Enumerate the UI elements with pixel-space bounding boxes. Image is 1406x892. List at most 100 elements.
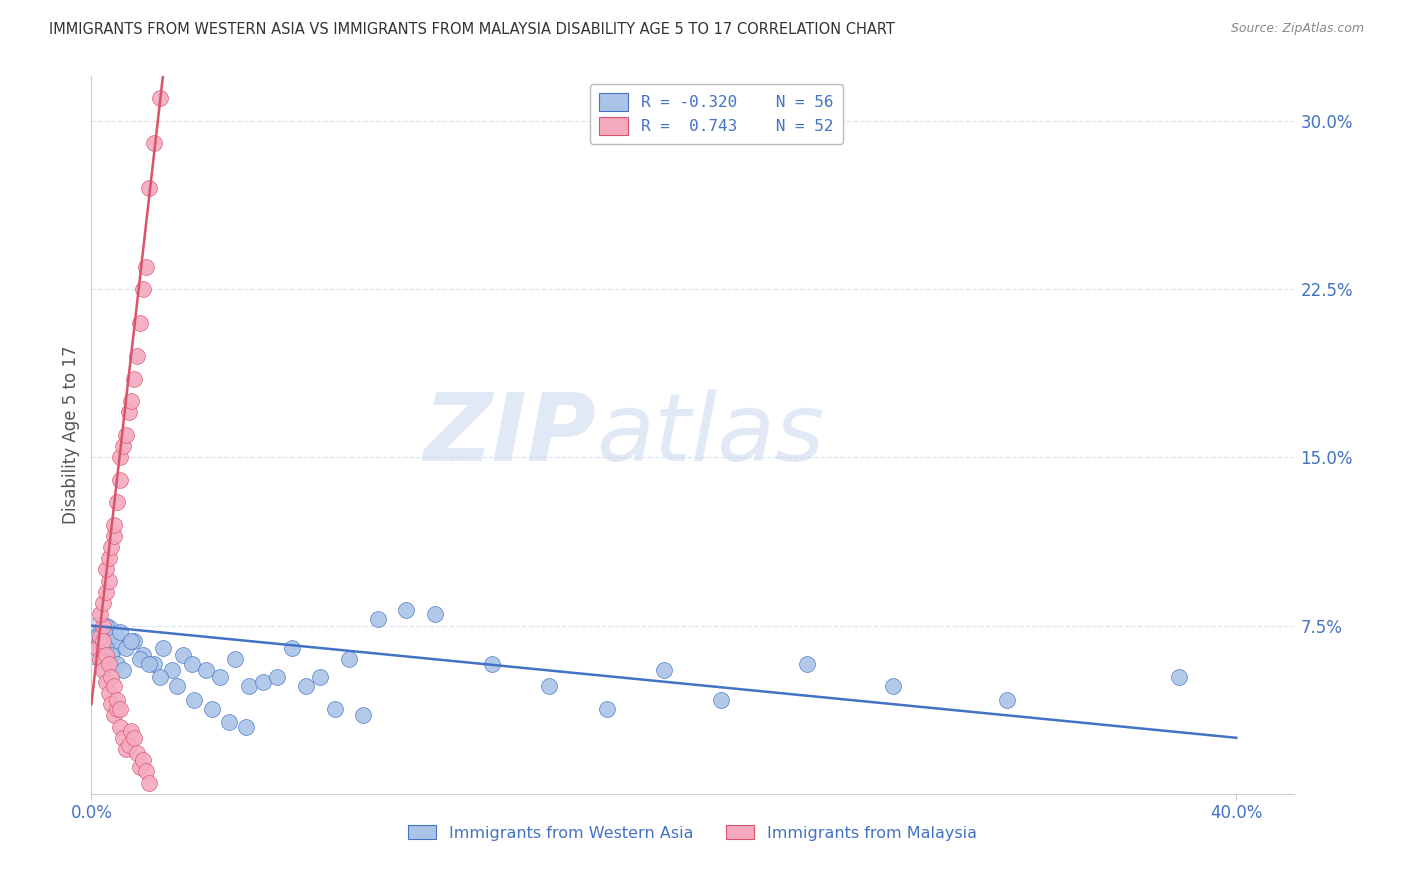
Point bbox=[105, 701, 128, 715]
Point bbox=[538, 679, 561, 693]
Point bbox=[882, 679, 904, 693]
Point bbox=[172, 648, 194, 662]
Point bbox=[114, 640, 136, 655]
Point bbox=[111, 664, 134, 678]
Point bbox=[103, 679, 125, 693]
Point bbox=[252, 674, 274, 689]
Point bbox=[652, 664, 675, 678]
Point bbox=[86, 640, 108, 655]
Point bbox=[97, 657, 120, 671]
Point bbox=[995, 692, 1018, 706]
Point bbox=[121, 634, 143, 648]
Point bbox=[201, 701, 224, 715]
Text: atlas: atlas bbox=[596, 389, 824, 481]
Point bbox=[94, 674, 117, 689]
Point bbox=[129, 760, 152, 774]
Point bbox=[367, 612, 389, 626]
Point bbox=[100, 670, 122, 684]
Text: IMMIGRANTS FROM WESTERN ASIA VS IMMIGRANTS FROM MALAYSIA DISABILITY AGE 5 TO 17 : IMMIGRANTS FROM WESTERN ASIA VS IMMIGRAN… bbox=[49, 22, 896, 37]
Point bbox=[97, 686, 120, 700]
Point bbox=[97, 630, 120, 644]
Point bbox=[124, 634, 146, 648]
Point bbox=[266, 670, 288, 684]
Point bbox=[135, 764, 157, 779]
Point bbox=[224, 652, 246, 666]
Point bbox=[183, 692, 205, 706]
Point bbox=[423, 607, 446, 622]
Point bbox=[160, 664, 183, 678]
Point bbox=[127, 349, 149, 363]
Point bbox=[135, 260, 157, 274]
Text: ZIP: ZIP bbox=[423, 389, 596, 481]
Point bbox=[138, 657, 160, 671]
Point bbox=[91, 634, 114, 648]
Point bbox=[108, 450, 131, 465]
Point bbox=[309, 670, 332, 684]
Point bbox=[117, 738, 139, 752]
Point bbox=[209, 670, 232, 684]
Point bbox=[89, 630, 111, 644]
Point bbox=[89, 634, 111, 648]
Point bbox=[129, 652, 152, 666]
Point bbox=[166, 679, 188, 693]
Point bbox=[149, 91, 172, 105]
Point bbox=[143, 657, 166, 671]
Point bbox=[94, 585, 117, 599]
Legend: Immigrants from Western Asia, Immigrants from Malaysia: Immigrants from Western Asia, Immigrants… bbox=[401, 819, 984, 847]
Point bbox=[91, 634, 114, 648]
Point bbox=[796, 657, 818, 671]
Text: Source: ZipAtlas.com: Source: ZipAtlas.com bbox=[1230, 22, 1364, 36]
Point bbox=[105, 657, 128, 671]
Point bbox=[180, 657, 202, 671]
Point bbox=[111, 439, 134, 453]
Point bbox=[132, 648, 155, 662]
Point bbox=[595, 701, 617, 715]
Point bbox=[100, 697, 122, 711]
Point bbox=[238, 679, 260, 693]
Point bbox=[149, 670, 172, 684]
Point bbox=[138, 181, 160, 195]
Point bbox=[94, 648, 117, 662]
Point bbox=[94, 640, 117, 655]
Point bbox=[108, 625, 131, 640]
Point bbox=[86, 630, 108, 644]
Point bbox=[89, 634, 111, 648]
Point bbox=[138, 775, 160, 789]
Point bbox=[105, 692, 128, 706]
Point bbox=[86, 640, 108, 655]
Point bbox=[132, 282, 155, 296]
Point bbox=[103, 708, 125, 723]
Point bbox=[235, 720, 257, 734]
Point bbox=[89, 607, 111, 622]
Point bbox=[91, 618, 114, 632]
Point bbox=[337, 652, 360, 666]
Point bbox=[132, 753, 155, 767]
Point bbox=[105, 495, 128, 509]
Point bbox=[114, 742, 136, 756]
Point bbox=[89, 625, 111, 640]
Point bbox=[103, 634, 125, 648]
Point bbox=[94, 562, 117, 576]
Point bbox=[94, 618, 117, 632]
Point bbox=[395, 603, 418, 617]
Point bbox=[91, 596, 114, 610]
Point bbox=[710, 692, 733, 706]
Y-axis label: Disability Age 5 to 17: Disability Age 5 to 17 bbox=[62, 345, 80, 524]
Point bbox=[295, 679, 318, 693]
Point bbox=[100, 540, 122, 554]
Point bbox=[103, 529, 125, 543]
Point bbox=[194, 664, 217, 678]
Point bbox=[1168, 670, 1191, 684]
Point bbox=[352, 708, 374, 723]
Point bbox=[281, 640, 304, 655]
Point bbox=[91, 664, 114, 678]
Point bbox=[124, 731, 146, 745]
Point bbox=[117, 405, 139, 419]
Point bbox=[108, 473, 131, 487]
Point bbox=[218, 715, 240, 730]
Point bbox=[481, 657, 503, 671]
Point bbox=[152, 640, 174, 655]
Point bbox=[89, 630, 111, 644]
Point bbox=[108, 701, 131, 715]
Point bbox=[121, 394, 143, 409]
